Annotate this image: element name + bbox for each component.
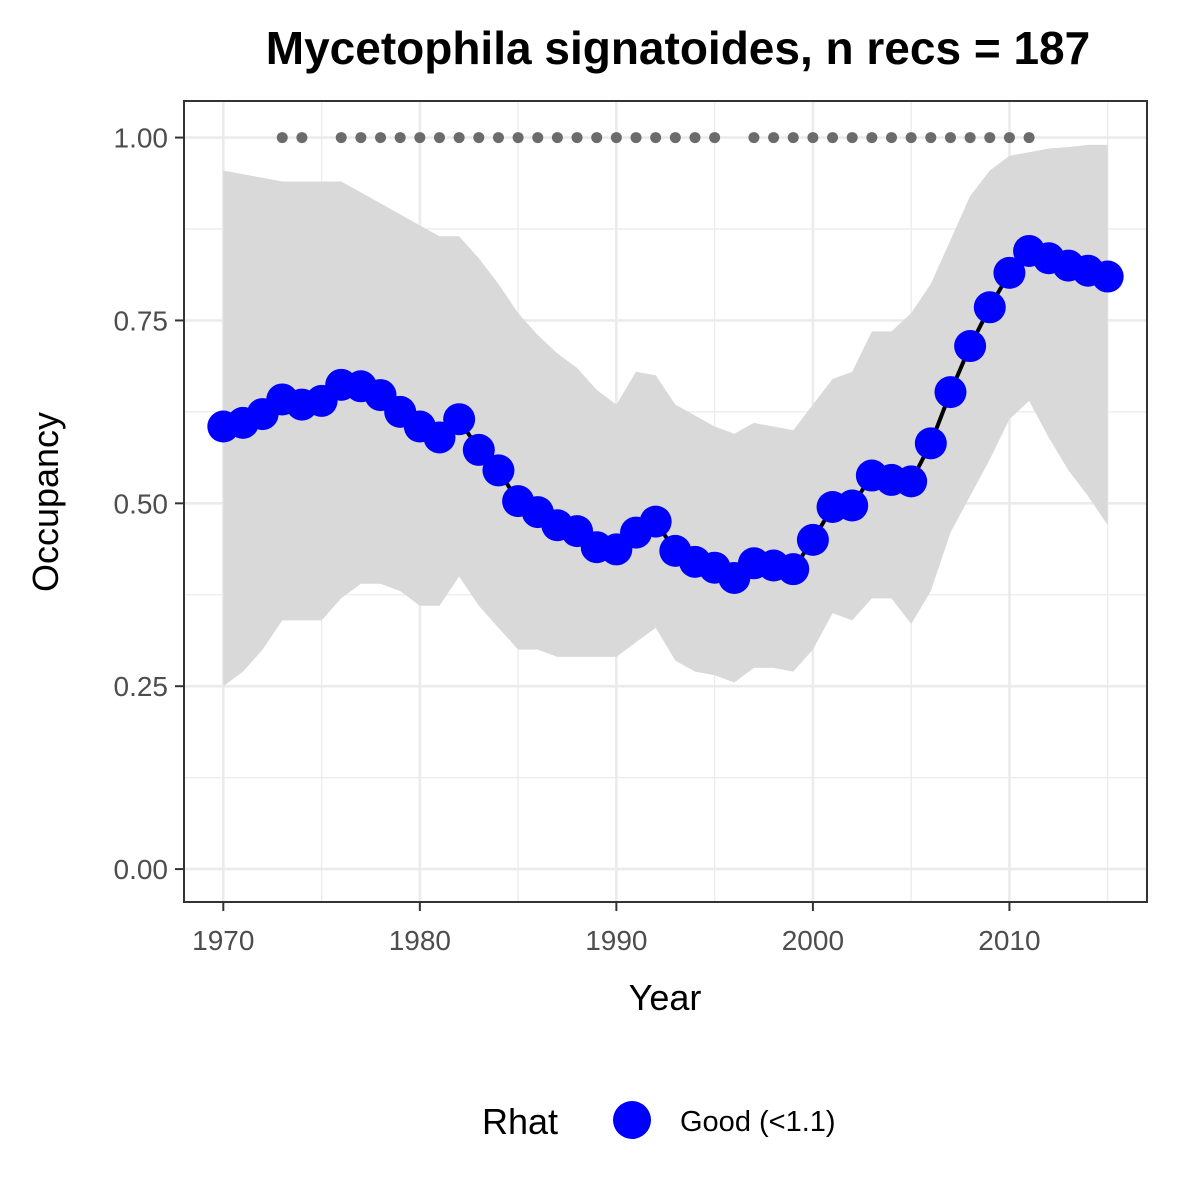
x-tick-label: 1970 (192, 925, 254, 956)
x-tick-label: 2000 (782, 925, 844, 956)
record-marker (925, 132, 937, 144)
record-marker (866, 132, 878, 144)
record-marker (984, 132, 996, 144)
data-point (895, 465, 928, 498)
record-marker (591, 132, 603, 144)
record-marker (375, 132, 387, 144)
record-marker (473, 132, 485, 144)
data-point (836, 489, 869, 522)
ribbon-area (223, 144, 1108, 687)
occupancy-points (207, 234, 1124, 594)
record-marker (355, 132, 367, 144)
x-tick-label: 1990 (585, 925, 647, 956)
record-marker (709, 132, 721, 144)
x-axis: 1970 1980 1990 2000 2010 (192, 902, 1041, 956)
record-marker (296, 132, 308, 144)
legend-label: Good (<1.1) (680, 1106, 836, 1138)
chart-title: Mycetophila signatoides, n recs = 187 (266, 22, 1090, 74)
record-marker (827, 132, 839, 144)
data-point (993, 256, 1026, 289)
y-tick-label: 0.00 (114, 854, 169, 885)
legend: Rhat Good (<1.1) (482, 1101, 836, 1142)
record-marker (1023, 132, 1035, 144)
record-marker (276, 132, 288, 144)
data-point (914, 427, 947, 460)
record-marker (630, 132, 642, 144)
legend-title: Rhat (482, 1101, 558, 1142)
y-tick-label: 0.75 (114, 305, 169, 336)
legend-key-point (613, 1101, 651, 1139)
data-point (462, 433, 495, 466)
data-point (1091, 260, 1124, 293)
record-marker (453, 132, 465, 144)
record-marker (748, 132, 760, 144)
data-point (954, 330, 987, 363)
record-marker (414, 132, 426, 144)
record-marker (807, 132, 819, 144)
record-marker (433, 132, 445, 144)
record-marker (492, 132, 504, 144)
data-point (482, 454, 515, 487)
plot-border (183, 100, 1148, 903)
record-marker (768, 132, 780, 144)
record-marker (846, 132, 858, 144)
record-marker (610, 132, 622, 144)
record-marker (650, 132, 662, 144)
y-axis: 0.00 0.25 0.50 0.75 1.00 (114, 123, 184, 885)
record-marker (551, 132, 563, 144)
record-marker (787, 132, 799, 144)
data-point (973, 291, 1006, 324)
data-point (796, 523, 829, 556)
record-markers (276, 132, 1035, 144)
x-tick-label: 2010 (978, 925, 1040, 956)
record-marker (964, 132, 976, 144)
record-marker (571, 132, 583, 144)
record-marker (669, 132, 681, 144)
record-marker (1003, 132, 1015, 144)
confidence-ribbon (223, 144, 1108, 687)
record-marker (512, 132, 524, 144)
record-marker (886, 132, 898, 144)
record-marker (689, 132, 701, 144)
data-point (639, 505, 672, 538)
data-point (934, 376, 967, 409)
record-marker (532, 132, 544, 144)
data-point (443, 403, 476, 436)
y-tick-label: 1.00 (114, 123, 169, 154)
x-tick-label: 1980 (389, 925, 451, 956)
data-point (777, 553, 810, 586)
x-axis-title: Year (629, 977, 702, 1018)
y-tick-label: 0.25 (114, 671, 169, 702)
record-marker (394, 132, 406, 144)
y-tick-label: 0.50 (114, 488, 169, 519)
y-axis-title: Occupancy (25, 412, 66, 592)
record-marker (944, 132, 956, 144)
record-marker (335, 132, 347, 144)
record-marker (905, 132, 917, 144)
